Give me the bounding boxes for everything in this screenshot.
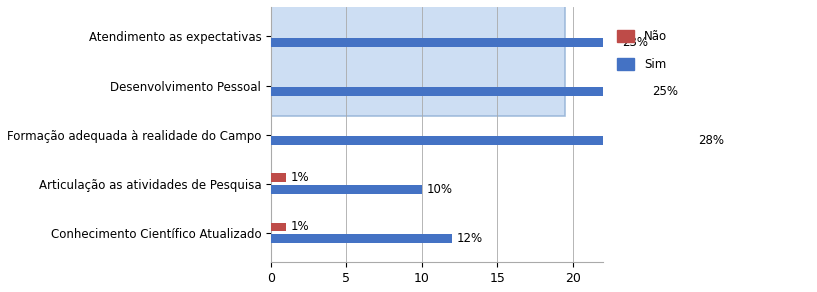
Text: 1%: 1% [291, 220, 310, 234]
Bar [271, 38, 618, 47]
Text: 12%: 12% [457, 232, 483, 245]
Text: 25%: 25% [653, 85, 678, 98]
Text: 1%: 1% [291, 171, 310, 184]
Bar [271, 136, 693, 145]
Bar [271, 234, 452, 243]
Legend: Não, Sim: Não, Sim [612, 26, 672, 75]
Bar [271, 87, 648, 96]
Bar [271, 223, 286, 231]
Bar [271, 173, 286, 182]
Bar [271, 185, 422, 194]
Text: 23%: 23% [623, 36, 649, 49]
FancyBboxPatch shape [271, 6, 565, 117]
Text: 10%: 10% [426, 183, 453, 196]
Text: 28%: 28% [698, 134, 724, 147]
